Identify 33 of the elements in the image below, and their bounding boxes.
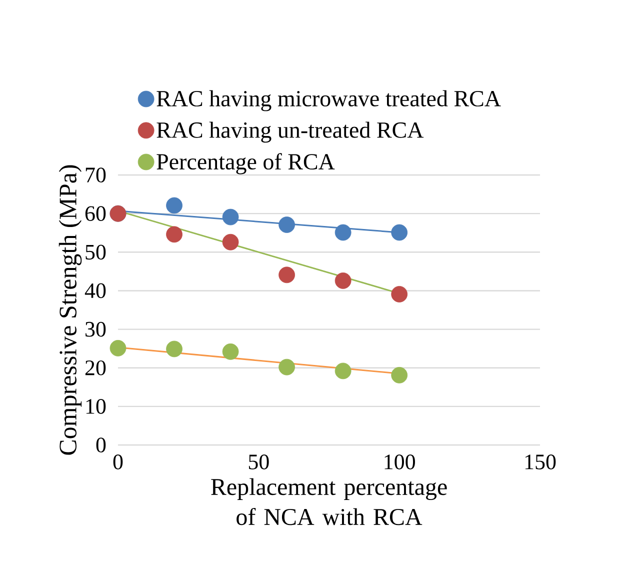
legend-label: RAC having microwave treated RCA — [156, 90, 501, 112]
point — [278, 358, 295, 376]
point — [110, 340, 126, 356]
point — [166, 226, 182, 243]
point — [166, 197, 182, 214]
x-tick-label: 0 — [113, 454, 123, 470]
x-tick-label: 100 — [384, 454, 415, 470]
y-tick-label: 40 — [84, 283, 106, 298]
x-tick-label: 50 — [248, 454, 269, 470]
point — [222, 234, 239, 250]
point — [391, 224, 408, 241]
y-tick-label: 30 — [86, 322, 106, 337]
point — [166, 340, 182, 358]
point — [334, 362, 352, 380]
y-tick-label: 10 — [86, 399, 106, 414]
y-tick-label: 70 — [86, 168, 106, 182]
legend-label: Percentage of RCA — [156, 153, 335, 174]
point — [222, 343, 239, 360]
y-tick-label: 0 — [96, 438, 106, 452]
y-tick-label: 60 — [85, 206, 106, 222]
x-axis-title: Replacement percentage of NCA with RCA — [211, 478, 447, 526]
y-tick-label: 50 — [86, 244, 106, 260]
point — [334, 224, 352, 241]
point — [278, 216, 295, 233]
legend-label: RAC having un-treated RCA — [156, 122, 424, 143]
point — [391, 286, 408, 302]
point — [222, 208, 239, 226]
point — [278, 266, 295, 284]
y-tick-label: 20 — [85, 360, 106, 376]
point — [391, 366, 408, 384]
x-tick-label: 150 — [525, 454, 556, 470]
point — [334, 272, 352, 289]
y-axis-title: Compressive Strength (MPa) — [58, 165, 82, 455]
